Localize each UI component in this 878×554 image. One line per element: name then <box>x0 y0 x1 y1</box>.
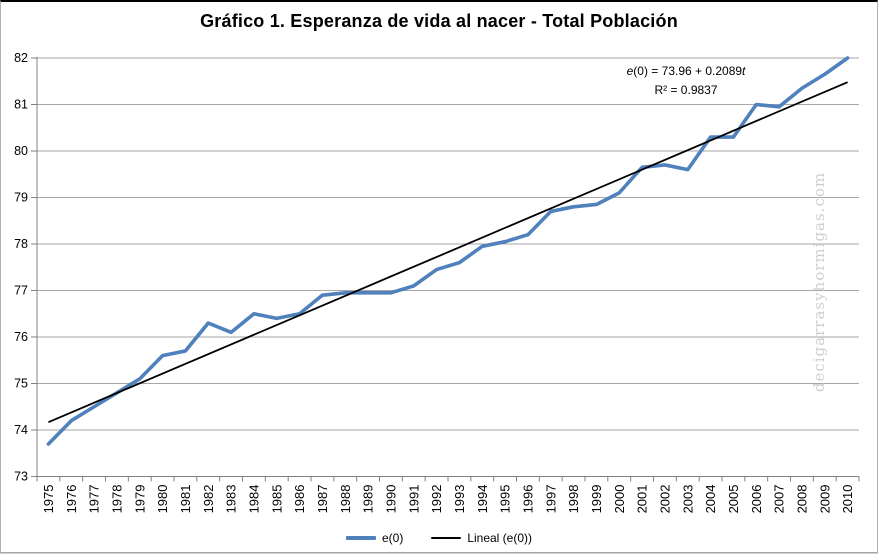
equation-t-symbol: t <box>742 64 746 78</box>
x-tick-label: 1997 <box>543 485 558 514</box>
r-squared-value: R² = 0.9837 <box>654 83 718 98</box>
x-tick-label: 2000 <box>612 485 627 514</box>
x-tick-label: 2006 <box>749 485 764 514</box>
x-tick-label: 1977 <box>87 485 102 514</box>
series-line-swatch <box>345 536 376 540</box>
series-line-e0 <box>46 56 850 446</box>
y-tick-label: 80 <box>14 144 28 158</box>
x-tick-label: 2005 <box>726 485 741 514</box>
y-tick-label: 75 <box>14 377 28 391</box>
x-tick-label: 1986 <box>292 485 307 514</box>
x-tick-label: 2010 <box>840 485 855 514</box>
legend-item-trend: Lineal (e(0)) <box>431 531 532 545</box>
legend-label-series: e(0) <box>381 531 404 545</box>
x-tick-label: 1992 <box>429 485 444 514</box>
trend-line <box>48 81 848 423</box>
x-tick-label: 1996 <box>520 485 535 514</box>
legend: e(0) Lineal (e(0)) <box>1 531 877 545</box>
y-tick-label: 74 <box>14 423 28 437</box>
x-tick-label: 1993 <box>452 485 467 514</box>
x-tick-label: 1978 <box>109 485 124 514</box>
x-tick-label: 2004 <box>703 485 718 514</box>
equation-e-symbol: e <box>626 64 634 78</box>
x-tick-label: 2001 <box>635 485 650 514</box>
y-tick-label: 78 <box>14 237 28 251</box>
x-tick-label: 2002 <box>657 485 672 514</box>
x-tick-label: 1995 <box>498 485 513 514</box>
x-tick-label: 1987 <box>315 485 330 514</box>
x-tick-label: 1976 <box>64 485 79 514</box>
chart-title: Gráfico 1. Esperanza de vida al nacer - … <box>200 11 678 31</box>
x-tick-label: 1988 <box>338 485 353 514</box>
x-tick-label: 1990 <box>383 485 398 514</box>
x-tick-label: 1983 <box>224 485 239 514</box>
x-tick-label: 2009 <box>817 485 832 514</box>
x-tick-label: 1975 <box>41 485 56 514</box>
x-tick-label: 1994 <box>475 485 490 514</box>
y-tick-label: 77 <box>14 284 28 298</box>
y-tick-label: 82 <box>14 51 28 65</box>
equation-body: (0) = 73.96 + 0.2089 <box>633 64 743 78</box>
x-tick-label: 2008 <box>794 485 809 514</box>
equation-line: e(0) = 73.96 + 0.2089t <box>591 62 781 81</box>
y-tick-label: 76 <box>14 330 28 344</box>
legend-item-series: e(0) <box>345 531 404 545</box>
watermark: decigarrasyhormigas.com <box>810 171 828 393</box>
x-tick-label: 1985 <box>269 485 284 514</box>
x-tick-label: 1981 <box>178 485 193 514</box>
x-tick-label: 1979 <box>132 485 147 514</box>
x-tick-label: 1991 <box>406 485 421 514</box>
legend-label-trend: Lineal (e(0)) <box>467 531 533 545</box>
trend-line-swatch <box>431 537 462 539</box>
y-tick-label: 81 <box>14 98 28 112</box>
x-tick-label: 1984 <box>246 485 261 514</box>
x-tick-label: 1998 <box>566 485 581 514</box>
trendline-equation: e(0) = 73.96 + 0.2089t R² = 0.9837 <box>591 62 781 100</box>
x-tick-label: 1982 <box>201 485 216 514</box>
y-tick-label: 79 <box>14 191 28 205</box>
x-tick-label: 1989 <box>361 485 376 514</box>
x-tick-label: 1980 <box>155 485 170 514</box>
x-tick-label: 2007 <box>772 485 787 514</box>
y-tick-label: 73 <box>14 470 28 484</box>
x-tick-label: 1999 <box>589 485 604 514</box>
x-tick-label: 2003 <box>680 485 695 514</box>
